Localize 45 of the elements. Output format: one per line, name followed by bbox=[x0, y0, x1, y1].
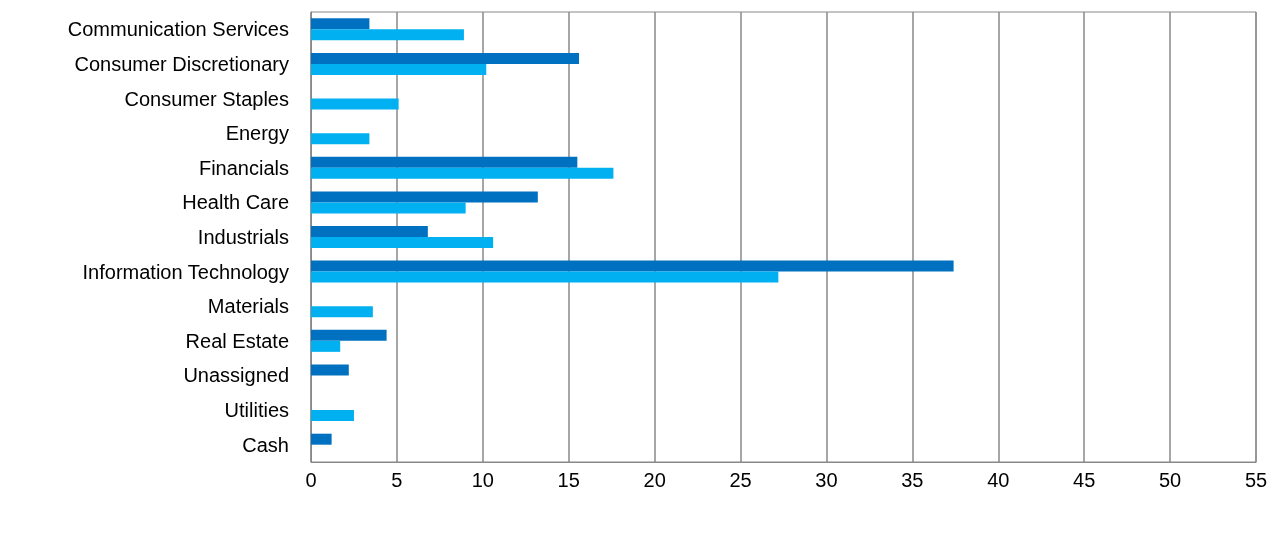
bar bbox=[311, 167, 614, 179]
bar bbox=[311, 29, 464, 41]
bar bbox=[311, 271, 779, 283]
x-tick-label: 5 bbox=[391, 469, 403, 491]
bar bbox=[311, 329, 387, 341]
y-tick-label: Information Technology bbox=[82, 260, 289, 283]
x-tick-label: 25 bbox=[729, 469, 752, 491]
x-tick-label: 55 bbox=[1244, 469, 1268, 491]
bar bbox=[311, 410, 354, 422]
y-tick-label: Energy bbox=[225, 122, 289, 145]
y-tick-label: Consumer Staples bbox=[124, 87, 289, 110]
bar bbox=[311, 260, 954, 272]
bar bbox=[311, 98, 399, 110]
bar bbox=[311, 63, 487, 75]
y-tick-label: Communication Services bbox=[67, 18, 289, 41]
y-tick-label: Financials bbox=[198, 156, 289, 179]
y-tick-label: Unassigned bbox=[183, 364, 289, 387]
x-tick-label: 15 bbox=[557, 469, 580, 491]
bar bbox=[311, 364, 349, 376]
y-tick-label: Industrials bbox=[197, 226, 289, 248]
bar bbox=[311, 52, 580, 64]
y-tick-label: Cash bbox=[242, 433, 289, 456]
x-tick-label: 35 bbox=[901, 469, 924, 491]
bar bbox=[311, 133, 370, 145]
y-tick-label: Real Estate bbox=[185, 329, 289, 352]
bar bbox=[311, 237, 494, 248]
y-tick-label: Materials bbox=[207, 295, 289, 318]
bar bbox=[311, 202, 466, 214]
x-tick-label: 50 bbox=[1158, 469, 1182, 491]
bar bbox=[311, 18, 370, 30]
bar bbox=[311, 306, 373, 318]
y-tick-label: Consumer Discretionary bbox=[74, 52, 289, 75]
y-tick-label: Utilities bbox=[224, 399, 289, 422]
x-tick-label: 10 bbox=[471, 469, 494, 491]
bar bbox=[311, 433, 332, 445]
bar bbox=[311, 226, 428, 237]
x-tick-label: 30 bbox=[815, 469, 838, 491]
bar bbox=[311, 340, 341, 352]
bar bbox=[311, 191, 538, 203]
x-tick-label: 45 bbox=[1073, 469, 1096, 491]
y-tick-label: Health Care bbox=[182, 191, 289, 214]
x-tick-label: 20 bbox=[643, 469, 666, 491]
x-tick-label: 40 bbox=[987, 469, 1010, 491]
x-tick-label: 0 bbox=[305, 469, 317, 491]
bar bbox=[311, 156, 578, 168]
